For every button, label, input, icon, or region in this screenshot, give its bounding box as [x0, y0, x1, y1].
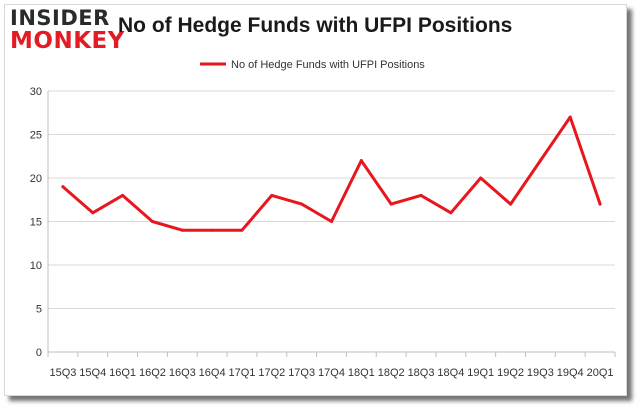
data-point — [359, 159, 363, 163]
y-tick-label: 10 — [30, 260, 42, 272]
x-tick-label: 17Q3 — [288, 367, 315, 379]
x-tick-label: 16Q2 — [139, 367, 166, 379]
chart-frame — [4, 4, 627, 396]
x-tick-label: 20Q1 — [587, 367, 614, 379]
data-point — [180, 228, 184, 232]
x-tick-label: 16Q3 — [169, 367, 196, 379]
data-point — [598, 202, 602, 206]
logo-text-top: INSIDER — [10, 6, 110, 30]
x-tick-label: 18Q4 — [437, 367, 464, 379]
data-point — [419, 193, 423, 197]
x-tick-label: 18Q2 — [378, 367, 405, 379]
x-tick-label: 17Q4 — [318, 367, 345, 379]
legend-label: No of Hedge Funds with UFPI Positions — [231, 59, 425, 71]
y-tick-label: 15 — [30, 217, 42, 229]
data-point — [449, 211, 453, 215]
logo-text-bottom: MONKEY — [10, 28, 125, 54]
data-point — [300, 202, 304, 206]
data-point — [538, 159, 542, 163]
y-tick-label: 20 — [30, 173, 42, 185]
x-tick-label: 15Q3 — [49, 367, 76, 379]
x-tick-label: 17Q2 — [258, 367, 285, 379]
data-point — [210, 228, 214, 232]
data-point — [240, 228, 244, 232]
data-point — [509, 202, 513, 206]
y-tick-label: 0 — [36, 347, 42, 359]
data-point — [479, 176, 483, 180]
x-tick-label: 19Q1 — [467, 367, 494, 379]
chart-title: No of Hedge Funds with UFPI Positions — [118, 14, 513, 37]
x-tick-label: 17Q1 — [229, 367, 256, 379]
y-tick-label: 25 — [30, 130, 42, 142]
data-point — [270, 193, 274, 197]
data-point — [61, 185, 65, 189]
data-point — [389, 202, 393, 206]
x-tick-label: 19Q2 — [497, 367, 524, 379]
x-tick-label: 18Q3 — [408, 367, 435, 379]
x-tick-label: 18Q1 — [348, 367, 375, 379]
y-tick-label: 30 — [30, 86, 42, 98]
x-tick-label: 15Q4 — [79, 367, 106, 379]
data-point — [330, 220, 333, 223]
data-point — [121, 193, 125, 197]
x-tick-label: 19Q4 — [557, 367, 584, 379]
data-point — [150, 220, 154, 223]
y-tick-label: 5 — [36, 304, 42, 316]
insider-monkey-logo: INSIDER MONKEY — [8, 6, 124, 54]
data-point — [568, 115, 572, 119]
x-tick-label: 19Q3 — [527, 367, 554, 379]
x-tick-label: 16Q1 — [109, 367, 136, 379]
data-point — [91, 211, 95, 215]
x-tick-label: 16Q4 — [199, 367, 226, 379]
